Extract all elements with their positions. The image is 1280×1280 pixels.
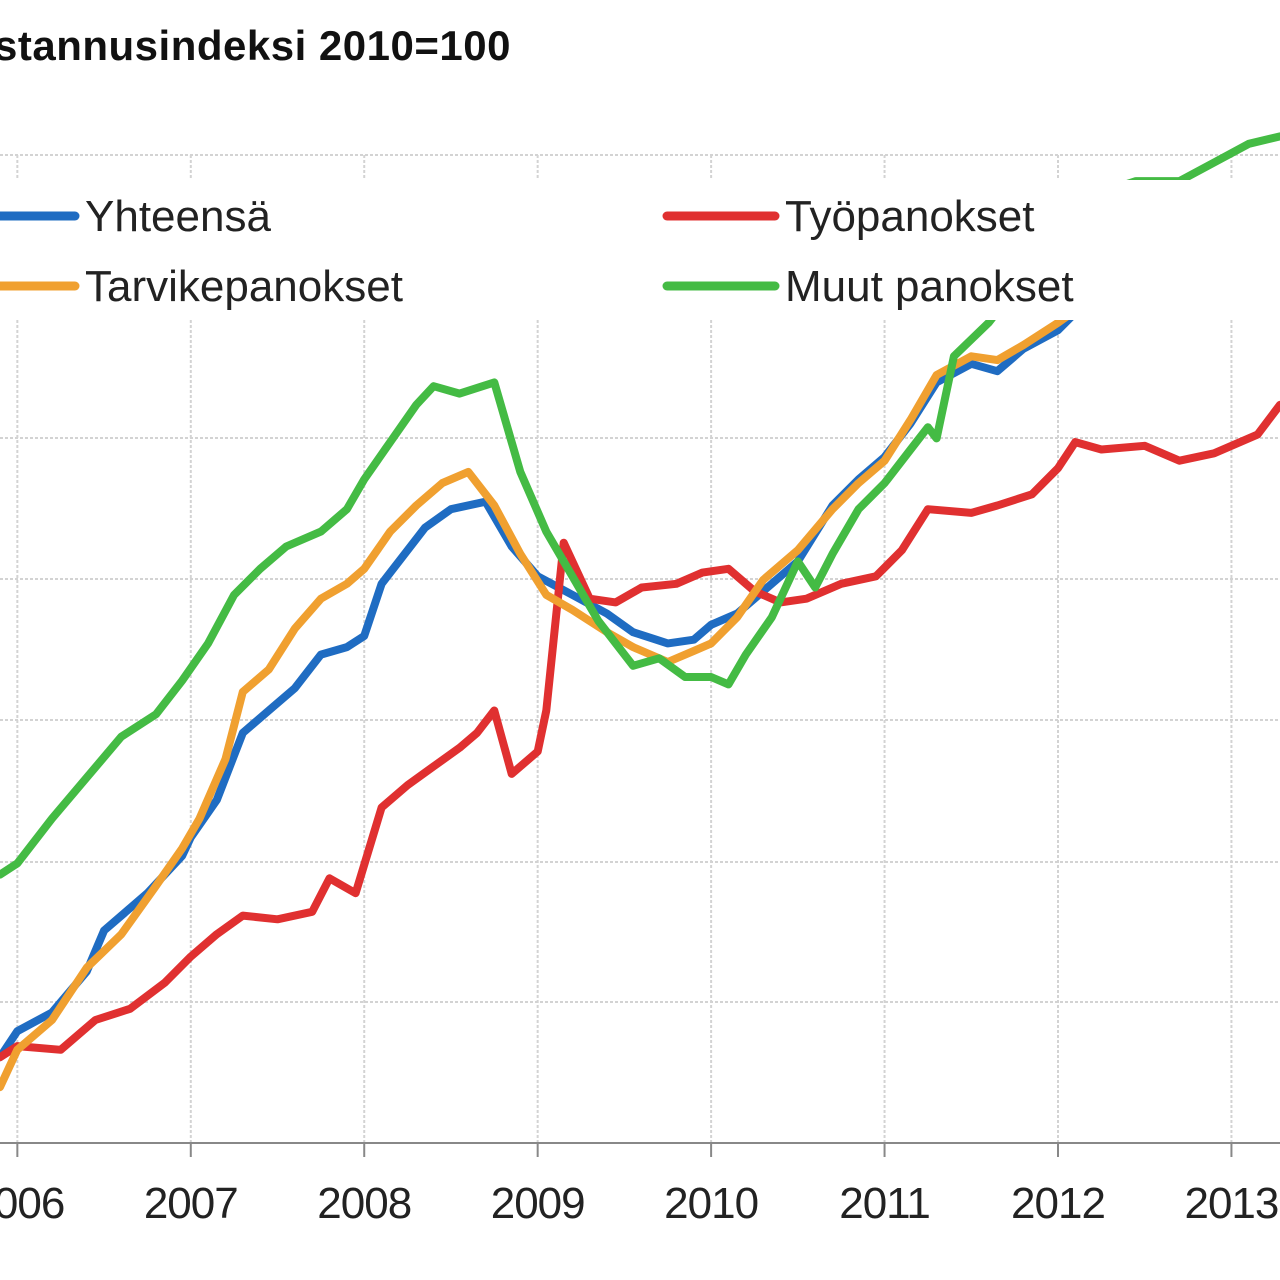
legend-item-yhteensa: Yhteensä [0, 192, 271, 241]
x-tick-label-2011: 2011 [839, 1179, 930, 1228]
legend-label-tyopanokset: Työpanokset [785, 192, 1035, 241]
legend: Yhteensä Työpanokset Tarvikepanokset Muu… [0, 192, 1074, 311]
x-tick-label-2008: 2008 [317, 1179, 411, 1228]
x-tick-label-2007: 2007 [144, 1179, 238, 1228]
x-tick-label-2009: 2009 [491, 1179, 585, 1228]
legend-box [0, 180, 1280, 320]
x-tick-label-2013: 2013 [1184, 1179, 1278, 1228]
series-line-ty-panokset [0, 400, 1280, 1062]
legend-item-tarvikepanokset: Tarvikepanokset [0, 262, 403, 311]
chart-title: stannusindeksi 2010=100 [0, 22, 511, 69]
legend-label-tarvikepanokset: Tarvikepanokset [85, 262, 403, 311]
legend-label-yhteensa: Yhteensä [85, 192, 271, 241]
x-tick-label-2012: 2012 [1011, 1179, 1105, 1228]
x-tick-label-2006: 2006 [0, 1179, 64, 1228]
x-axis-ticks: 2006 2007 2008 2009 2010 2011 2012 2013 [0, 1143, 1279, 1228]
legend-label-muut-panokset: Muut panokset [785, 262, 1074, 311]
legend-item-muut-panokset: Muut panokset [662, 262, 1074, 311]
legend-item-tyopanokset: Työpanokset [662, 192, 1035, 241]
series-line-yhteens- [0, 240, 1280, 1062]
x-tick-label-2010: 2010 [664, 1179, 758, 1228]
